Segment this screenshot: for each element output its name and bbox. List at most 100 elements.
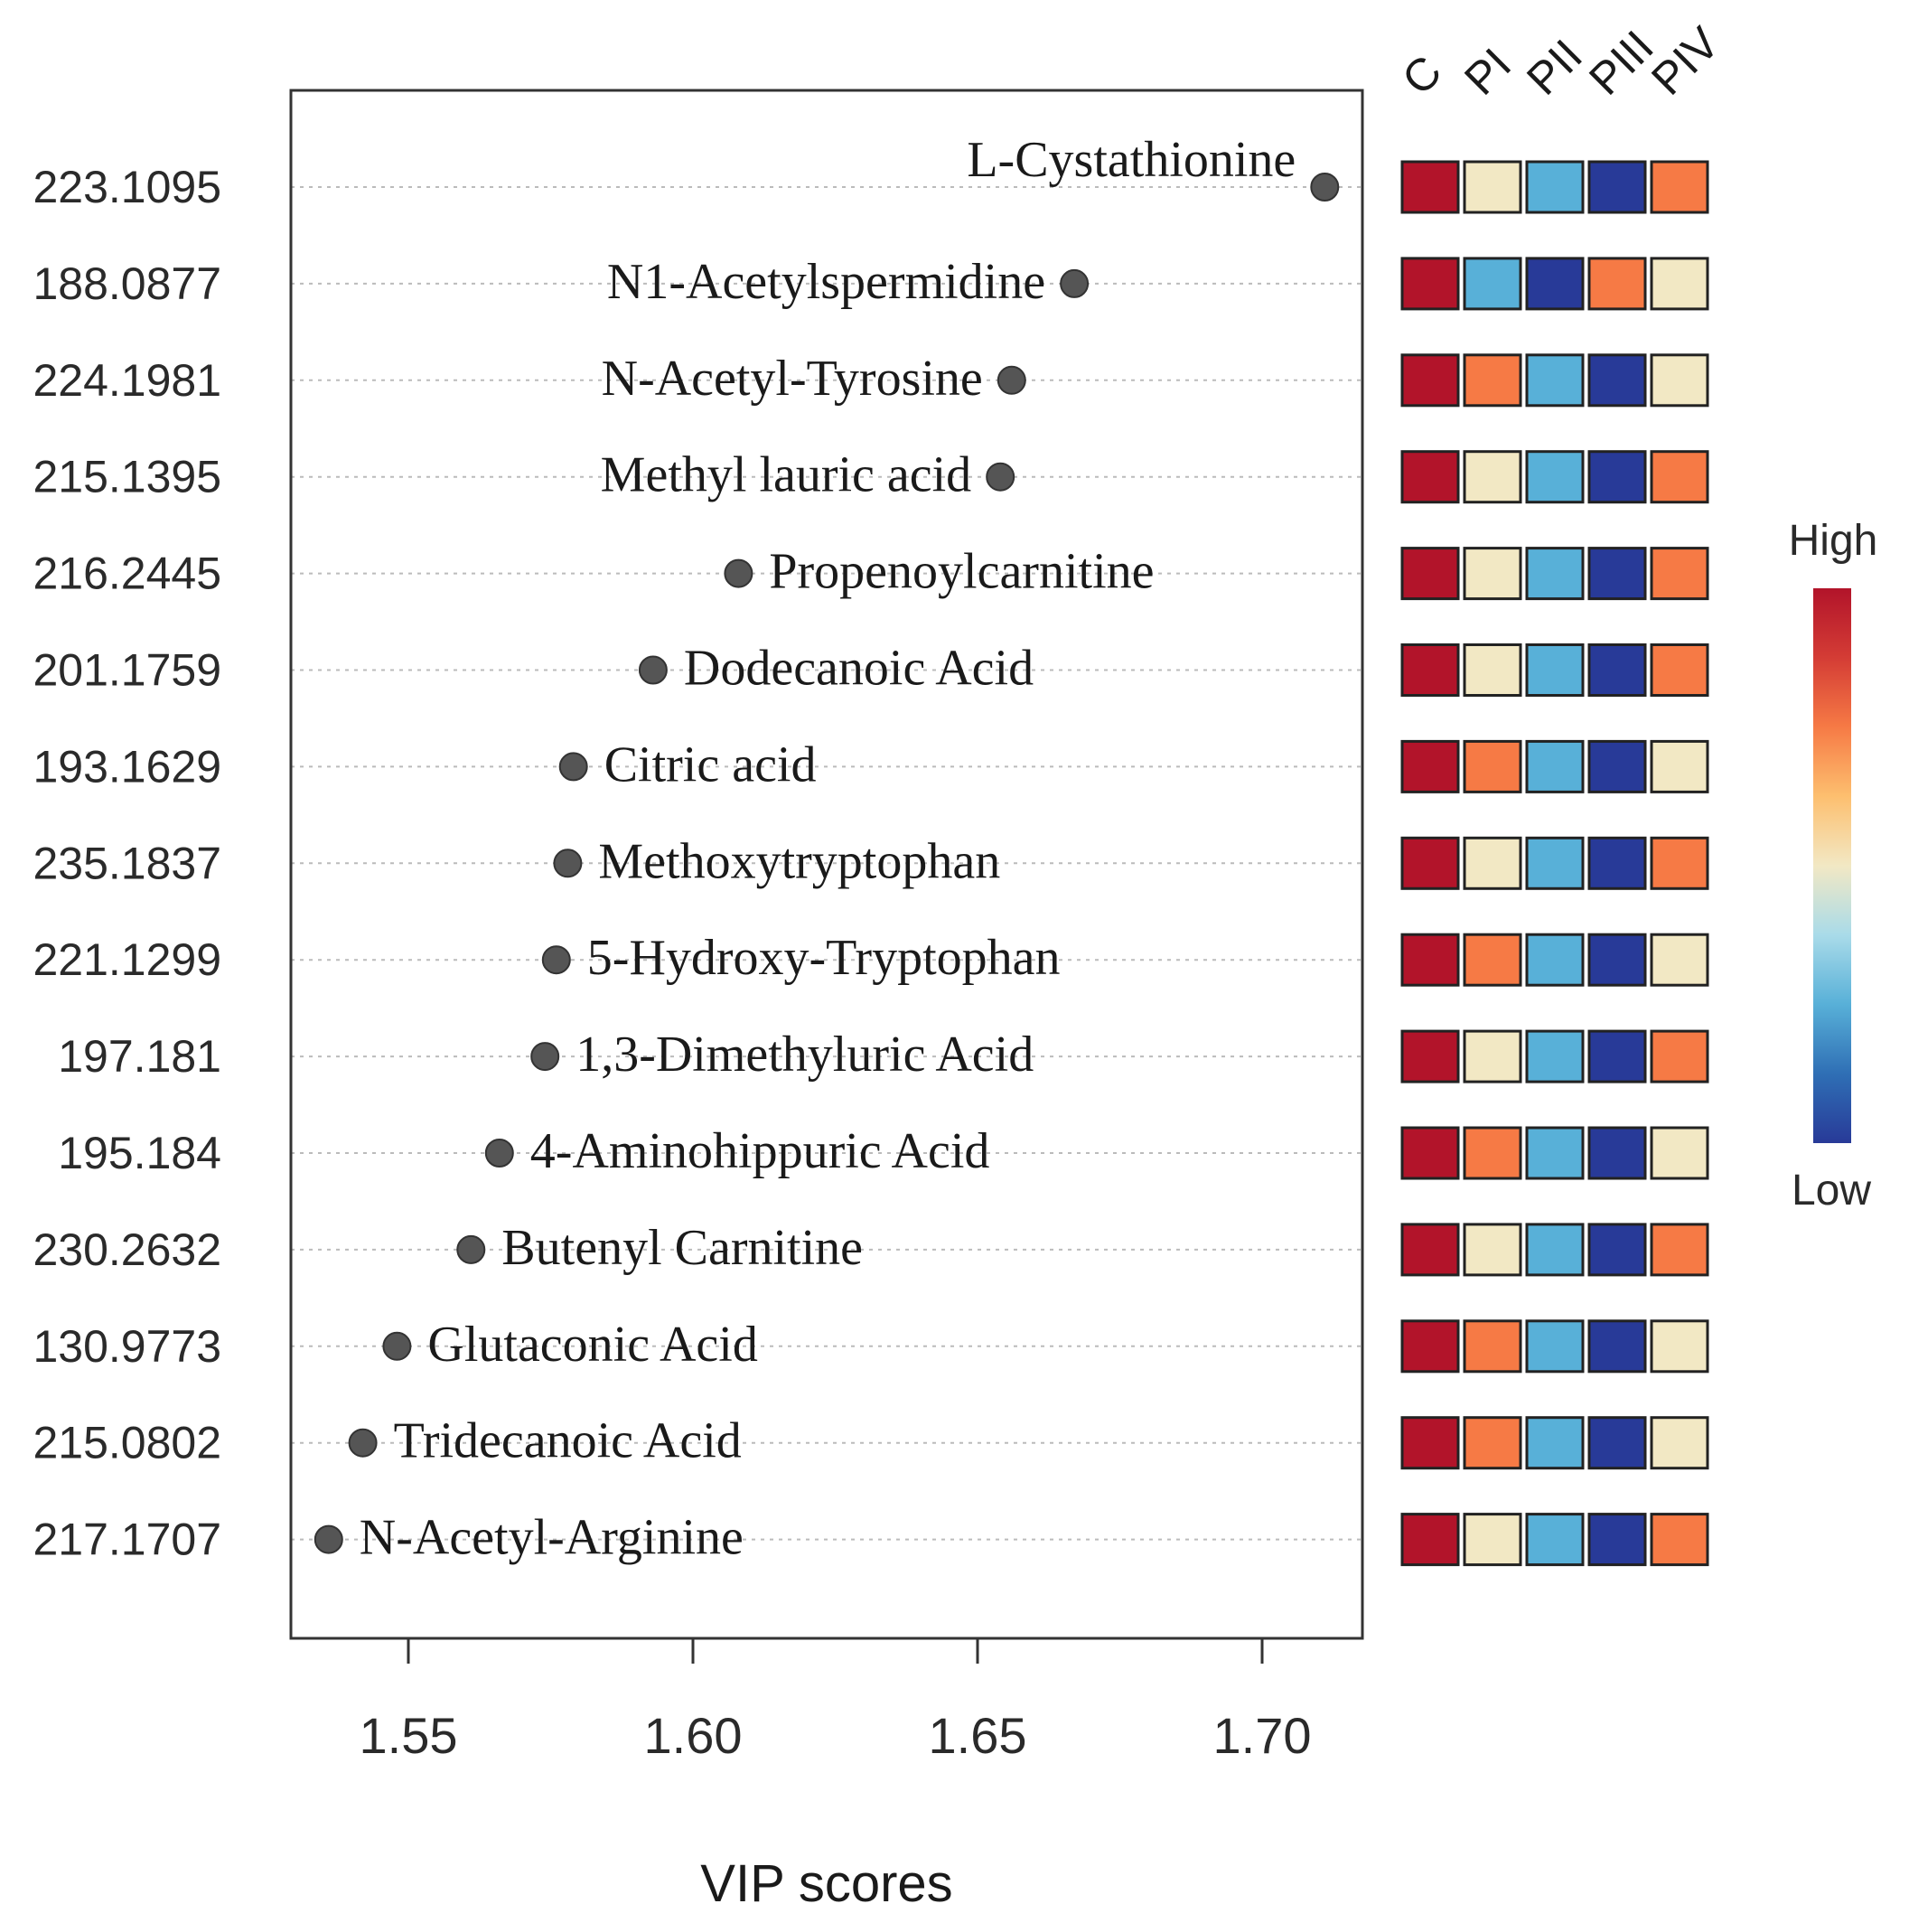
mz-label: 223.1095 [33, 162, 221, 212]
heatmap-cell [1525, 1319, 1585, 1374]
heatmap-cell [1400, 933, 1460, 987]
metabolite-name: L-Cystathionine [967, 132, 1296, 188]
heatmap-cell [1587, 160, 1647, 214]
heatmap-cell [1525, 1223, 1585, 1277]
heatmap-cell [1463, 547, 1522, 601]
heatmap-cell [1650, 836, 1709, 890]
heatmap-cell [1525, 1126, 1585, 1180]
metabolite-name: 4-Aminohippuric Acid [530, 1123, 990, 1179]
heatmap-cell [1650, 450, 1709, 504]
heatmap-cell [1650, 257, 1709, 311]
heatmap-cell [1400, 739, 1460, 793]
heatmap-cell [1650, 933, 1709, 987]
vip-point [382, 1331, 412, 1361]
heatmap-cell [1587, 643, 1647, 697]
heatmap-cell [1463, 836, 1522, 890]
heatmap-cell [1463, 1126, 1522, 1180]
metabolite-name: N-Acetyl-Arginine [360, 1510, 744, 1566]
vip-point [997, 365, 1026, 395]
heatmap-cell [1525, 1029, 1585, 1083]
heatmap-cell [1400, 1416, 1460, 1470]
x-tick-label: 1.55 [360, 1707, 458, 1764]
heatmap-cell [1587, 933, 1647, 987]
mz-label: 197.181 [58, 1031, 221, 1082]
heatmap-cell [1650, 1126, 1709, 1180]
heatmap-cell [1525, 1416, 1585, 1470]
heatmap-cell [1525, 933, 1585, 987]
vip-point [638, 655, 668, 685]
heatmap-cell [1463, 1416, 1522, 1470]
vip-point [724, 558, 753, 588]
mz-label: 201.1759 [33, 645, 221, 696]
vip-point [553, 849, 583, 878]
mz-label: 217.1707 [33, 1515, 221, 1565]
x-axis-title: VIP scores [700, 1854, 952, 1913]
heatmap-cell [1525, 836, 1585, 890]
metabolite-name: 5-Hydroxy-Tryptophan [587, 930, 1061, 986]
mz-label: 215.0802 [33, 1418, 221, 1468]
vip-point [1310, 173, 1340, 202]
mz-label: 215.1395 [33, 452, 221, 502]
metabolite-name: Propenoylcarnitine [769, 544, 1154, 600]
heatmap-cell [1587, 1223, 1647, 1277]
heatmap-cell [1587, 1029, 1647, 1083]
heatmap-cell [1587, 353, 1647, 408]
vip-point [986, 462, 1015, 492]
vip-point [541, 945, 571, 975]
heatmap-cell [1400, 257, 1460, 311]
x-tick-label: 1.70 [1213, 1707, 1312, 1764]
mz-label: 188.0877 [33, 258, 221, 309]
metabolite-name: Methoxytryptophan [598, 833, 1000, 889]
heatmap-cell [1587, 1416, 1647, 1470]
group-label: PIV [1642, 17, 1729, 105]
heatmap-cell [1400, 836, 1460, 890]
heatmap-cell [1650, 1319, 1709, 1374]
heatmap-cell [1463, 1319, 1522, 1374]
heatmap-cell [1525, 257, 1585, 311]
heatmap-cell [1463, 1223, 1522, 1277]
heatmap-cell [1587, 257, 1647, 311]
grid-lines [291, 186, 1362, 1541]
heatmap-cell [1650, 739, 1709, 793]
mz-label: 193.1629 [33, 741, 221, 792]
heatmap-cell [1525, 547, 1585, 601]
metabolite-name: Dodecanoic Acid [684, 641, 1034, 697]
heatmap-cell [1650, 547, 1709, 601]
heatmap-cell [1463, 739, 1522, 793]
legend-low-label: Low [1792, 1167, 1871, 1215]
heatmap-cell [1587, 1319, 1647, 1374]
heatmap-cell [1463, 450, 1522, 504]
heatmap-cell [1463, 933, 1522, 987]
heatmap-cell [1463, 643, 1522, 697]
vip-point [484, 1139, 514, 1168]
mz-label: 230.2632 [33, 1224, 221, 1275]
mz-label: 221.1299 [33, 934, 221, 985]
heatmap-cell [1525, 450, 1585, 504]
x-axis: 1.55 1.60 1.65 1.70 [360, 1638, 1312, 1764]
mz-label: 130.9773 [33, 1321, 221, 1372]
heatmap-cell [1650, 1029, 1709, 1083]
mz-label: 195.184 [58, 1128, 221, 1178]
heatmap-cell [1400, 160, 1460, 214]
metabolite-name: 1,3-Dimethyluric Acid [576, 1027, 1034, 1083]
metabolite-name: Butenyl Carnitine [501, 1220, 863, 1276]
metabolite-name: Glutaconic Acid [427, 1317, 757, 1373]
heatmap-cell [1463, 160, 1522, 214]
vip-point [1060, 268, 1090, 298]
mz-label: 216.2445 [33, 549, 221, 599]
metabolite-name: Tridecanoic Acid [394, 1413, 742, 1469]
heatmap-cell [1400, 1126, 1460, 1180]
metabolite-name: N-Acetyl-Tyrosine [602, 351, 983, 407]
heatmap-cell [1650, 643, 1709, 697]
heatmap-cell [1525, 739, 1585, 793]
heatmap-cell [1587, 1513, 1647, 1567]
heatmap-cell [1650, 1513, 1709, 1567]
heatmap-cell [1400, 1513, 1460, 1567]
x-tick-label: 1.65 [929, 1707, 1027, 1764]
vip-point [348, 1428, 378, 1458]
heatmap-cell [1463, 353, 1522, 408]
heatmap-cell [1400, 353, 1460, 408]
heatmap-cell [1400, 643, 1460, 697]
